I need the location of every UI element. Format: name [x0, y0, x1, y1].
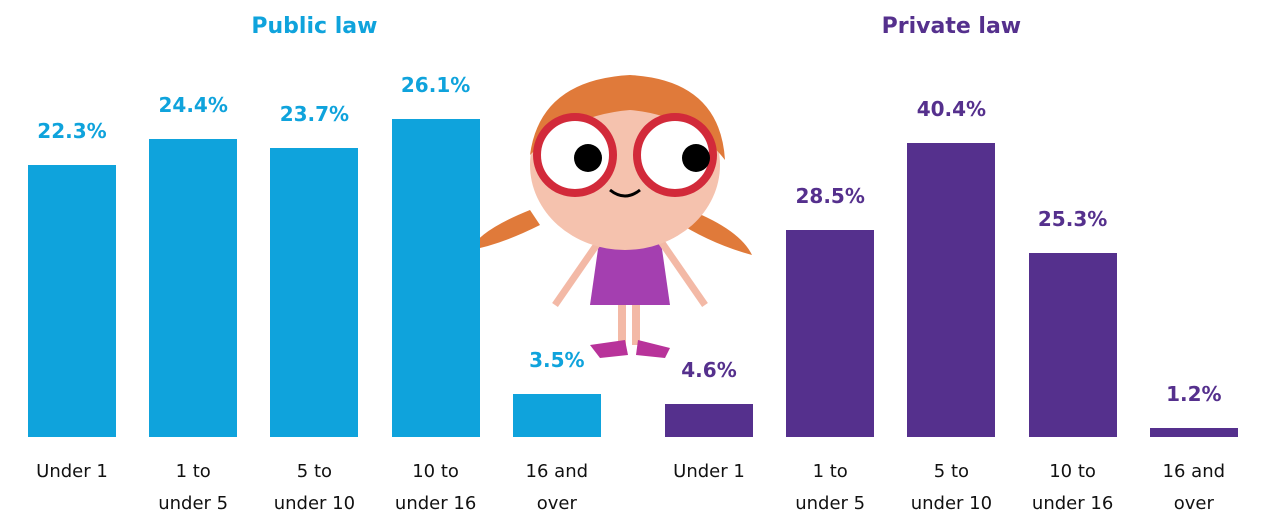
chart-title: Private law: [881, 14, 1022, 39]
bar: [28, 164, 116, 437]
value-label: 40.4%: [916, 96, 987, 121]
bar: [907, 142, 996, 437]
value-label: 22.3%: [37, 118, 107, 143]
value-label: 25.3%: [1037, 206, 1108, 231]
cartoon-girl: [470, 75, 752, 358]
category-label: 1 to under 5: [158, 461, 229, 513]
category-label: 5 to under 10: [273, 461, 356, 513]
chart-title: Public law: [251, 14, 378, 39]
value-label: 23.7%: [279, 101, 350, 126]
bar: [391, 118, 480, 437]
category-label: 5 to under 10: [910, 461, 993, 513]
value-label: 28.5%: [795, 183, 865, 208]
value-label: 4.6%: [681, 357, 737, 382]
category-label: Under 1: [673, 461, 745, 482]
category-label: 16 and over: [1162, 461, 1226, 513]
bar: [270, 147, 359, 437]
value-label: 26.1%: [400, 72, 471, 97]
bar: [149, 139, 238, 437]
bar: [512, 394, 601, 437]
category-label: 1 to under 5: [795, 461, 866, 513]
category-label: 10 to under 16: [1031, 461, 1114, 513]
bar: [1028, 252, 1117, 437]
bar: [665, 403, 753, 437]
category-label: Under 1: [36, 461, 108, 482]
bar: [1149, 428, 1238, 437]
value-label: 1.2%: [1166, 382, 1222, 407]
value-label: 24.4%: [158, 93, 228, 118]
value-label: 3.5%: [529, 348, 585, 373]
category-label: 16 and over: [525, 461, 589, 513]
bar: [786, 229, 875, 437]
category-label: 10 to under 16: [394, 461, 477, 513]
